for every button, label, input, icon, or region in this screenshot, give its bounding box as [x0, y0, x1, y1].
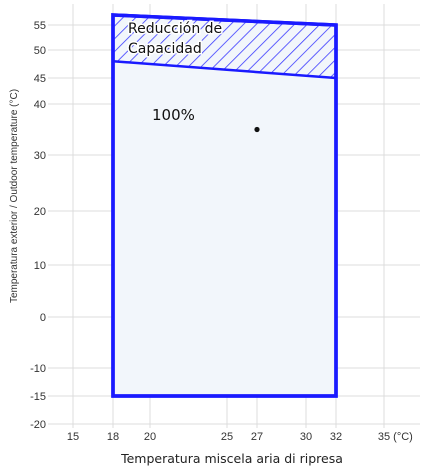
x-tick-label: 25 — [221, 431, 233, 443]
y-tick-label: 30 — [34, 150, 46, 162]
x-axis-label: Temperatura miscela aria di ripresa — [120, 451, 343, 466]
y-tick-label: 55 — [34, 20, 46, 32]
y-axis-ticks: -20 -15 -10 0 10 20 30 40 45 50 55 — [30, 20, 46, 431]
y-tick-label: 50 — [34, 45, 46, 57]
y-tick-label: -20 — [30, 419, 46, 431]
x-tick-label: 32 — [330, 431, 342, 443]
y-tick-label: 0 — [40, 312, 46, 324]
capacity-reduction-zone — [113, 15, 336, 78]
x-tick-label: 27 — [251, 431, 263, 443]
x-tick-label: 15 — [67, 431, 79, 443]
x-axis-unit: (°C) — [393, 431, 413, 443]
x-tick-label: 30 — [300, 431, 312, 443]
y-tick-label: 10 — [34, 260, 46, 272]
y-tick-label: 40 — [34, 99, 46, 111]
reduction-label-line2: Capacidad — [128, 41, 202, 57]
x-tick-label: 20 — [144, 431, 156, 443]
y-tick-label: 20 — [34, 206, 46, 218]
nominal-point — [254, 126, 260, 133]
x-tick-label: 18 — [107, 431, 119, 443]
y-tick-label: -15 — [30, 391, 46, 403]
y-tick-label: 45 — [34, 73, 46, 85]
operating-envelope-outline — [111, 13, 338, 398]
y-axis-label: Temperatura exterior / Outdoor temperatu… — [9, 89, 20, 303]
capacity-reduction-boundary — [112, 59, 337, 80]
x-axis-ticks: 15 18 20 25 27 30 32 35 — [67, 431, 390, 443]
reduction-label-line1: Reducción de — [128, 21, 222, 37]
y-tick-label: -10 — [30, 363, 46, 375]
x-tick-label: 35 — [378, 431, 390, 443]
full-capacity-label: 100% — [152, 106, 195, 124]
